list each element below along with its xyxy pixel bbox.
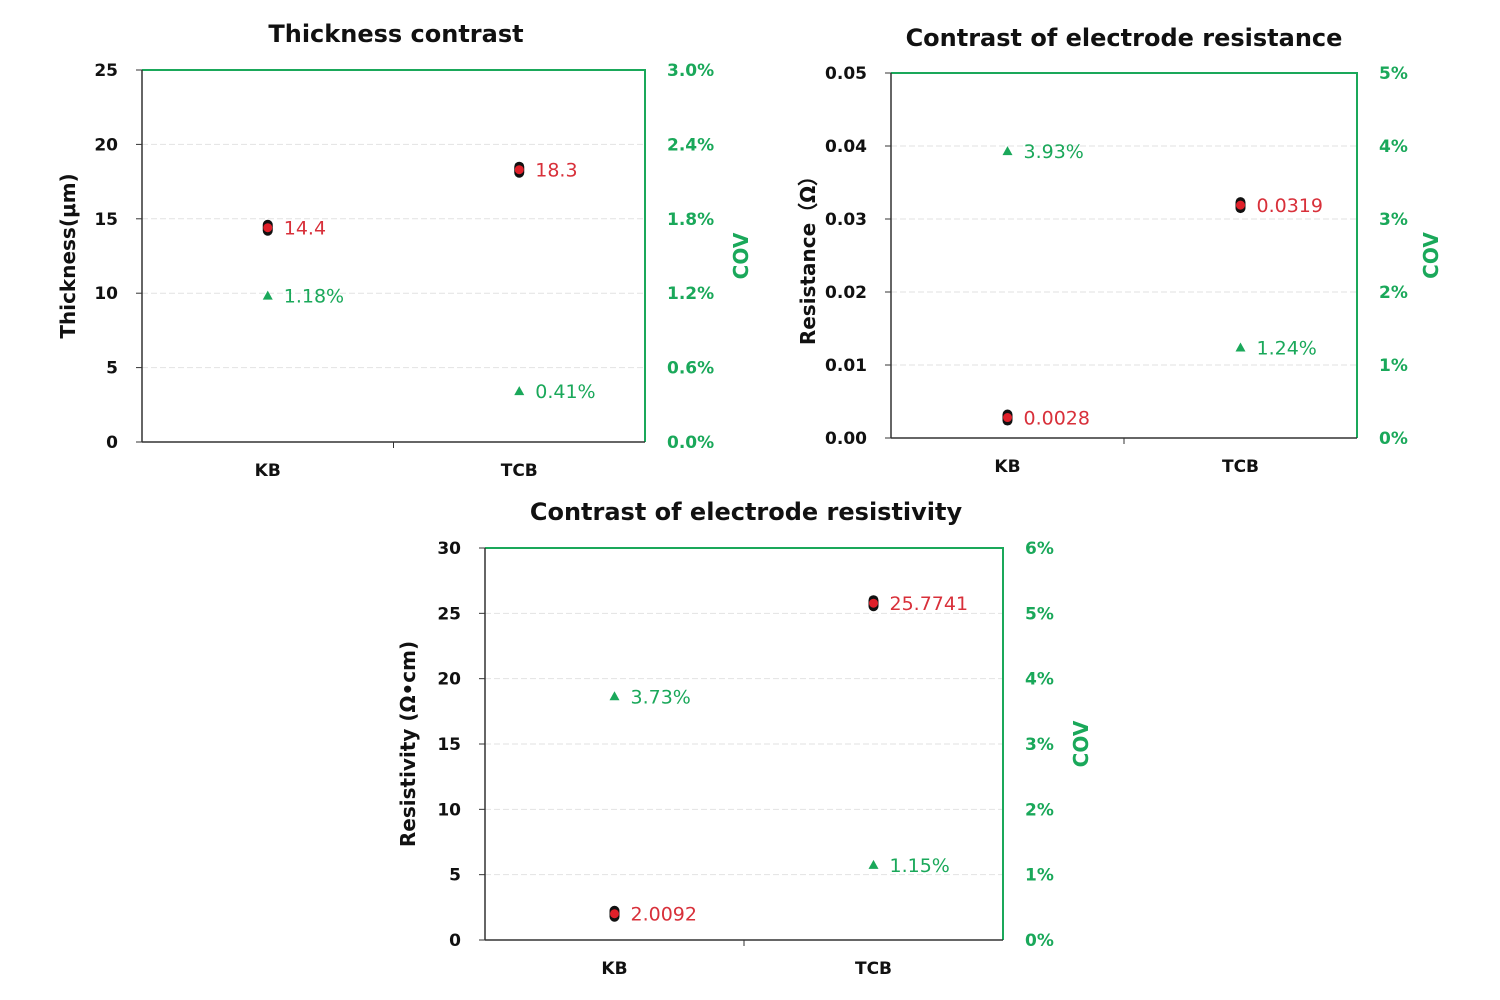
y2-tick-label: 6%: [1025, 539, 1054, 559]
chart-1: Thickness contrast 0 0.0% 5 0.6% 10 1.2% 15 1.8%…: [56, 20, 753, 481]
y2-tick-label: 0.0%: [667, 433, 714, 453]
right-axis-frame: [485, 547, 1004, 940]
cov-point: [514, 386, 525, 396]
y2-tick-label: 4%: [1025, 670, 1054, 690]
right-axis-frame: [142, 69, 646, 442]
y2-axis-label: COV: [1069, 720, 1093, 767]
cov-point: [262, 290, 273, 300]
y-tick-label: 30: [437, 539, 461, 559]
y2-tick-label: 4%: [1379, 137, 1408, 157]
y-tick-label: 5: [106, 359, 118, 379]
x-tick-label: KB: [994, 457, 1020, 477]
chart-title: Contrast of electrode resistivity: [530, 498, 963, 526]
y-tick-label: 20: [437, 670, 461, 690]
cov-data-label: 1.18%: [284, 286, 344, 308]
y-tick-label: 0.01: [825, 356, 867, 376]
y-tick-label: 0.05: [825, 64, 867, 84]
y-tick-label: 0.04: [825, 137, 867, 157]
y2-tick-label: 0%: [1379, 429, 1408, 449]
value-point: [869, 598, 878, 608]
y-tick-label: 15: [437, 735, 461, 755]
cov-data-label: 3.73%: [631, 686, 691, 708]
y2-tick-label: 1%: [1379, 356, 1408, 376]
y-tick-label: 5: [449, 866, 461, 886]
value-point: [610, 909, 619, 919]
y-tick-label: 0.00: [825, 429, 867, 449]
cov-point: [609, 691, 620, 701]
y2-tick-label: 3.0%: [667, 61, 714, 81]
value-data-label: 25.7741: [890, 593, 969, 615]
y-axis-label: Resistivity (Ω•cm): [396, 641, 420, 847]
y-tick-label: 0: [106, 433, 118, 453]
x-tick-label: TCB: [1222, 457, 1259, 477]
y-tick-label: 0.02: [825, 283, 867, 303]
value-point: [514, 165, 524, 175]
y2-tick-label: 2%: [1025, 800, 1054, 820]
y-tick-label: 10: [437, 800, 461, 820]
y2-axis-label: COV: [1419, 232, 1443, 279]
y2-tick-label: 3%: [1025, 735, 1054, 755]
y-tick-label: 25: [94, 61, 118, 81]
chart-3: Contrast of electrode resistivity 0 0% 5 1% 1…: [396, 498, 1093, 979]
cov-point: [868, 859, 879, 869]
y-tick-label: 0: [449, 931, 461, 951]
y2-tick-label: 5%: [1025, 604, 1054, 624]
value-data-label: 0.0319: [1257, 195, 1323, 217]
cov-data-label: 1.24%: [1257, 337, 1317, 359]
value-data-label: 2.0092: [631, 904, 697, 926]
y-tick-label: 15: [94, 210, 118, 230]
x-tick-label: KB: [255, 461, 281, 481]
y2-tick-label: 2.4%: [667, 135, 714, 155]
cov-data-label: 0.41%: [535, 381, 595, 403]
y2-tick-label: 2%: [1379, 283, 1408, 303]
y-axis-label: Thickness(μm): [56, 173, 80, 338]
chart-title: Thickness contrast: [268, 20, 523, 48]
cov-point: [1235, 342, 1246, 352]
y-tick-label: 20: [94, 135, 118, 155]
value-point: [1003, 413, 1012, 423]
y2-tick-label: 0%: [1025, 931, 1054, 951]
y-tick-label: 10: [94, 284, 118, 304]
y-tick-label: 0.03: [825, 210, 867, 230]
y2-tick-label: 5%: [1379, 64, 1408, 84]
cov-data-label: 1.15%: [890, 855, 950, 877]
value-data-label: 18.3: [535, 160, 577, 182]
y2-tick-label: 1.2%: [667, 284, 714, 304]
x-tick-label: TCB: [501, 461, 538, 481]
y2-axis-label: COV: [729, 232, 753, 279]
value-data-label: 14.4: [284, 218, 326, 240]
chart-2: Contrast of electrode resistance 0.00 0% 0.…: [796, 24, 1443, 477]
value-data-label: 0.0028: [1024, 408, 1090, 430]
y-tick-label: 25: [437, 604, 461, 624]
value-point: [263, 223, 273, 233]
y-axis-label: Resistance（Ω）: [796, 166, 820, 345]
cov-data-label: 3.93%: [1024, 141, 1084, 163]
cov-point: [1002, 146, 1013, 156]
chart-title: Contrast of electrode resistance: [906, 24, 1343, 52]
x-tick-label: TCB: [855, 959, 892, 979]
x-tick-label: KB: [601, 959, 627, 979]
value-point: [1236, 200, 1245, 210]
y2-tick-label: 3%: [1379, 210, 1408, 230]
y2-tick-label: 1%: [1025, 866, 1054, 886]
y2-tick-label: 0.6%: [667, 359, 714, 379]
y2-tick-label: 1.8%: [667, 210, 714, 230]
right-axis-frame: [891, 72, 1358, 438]
